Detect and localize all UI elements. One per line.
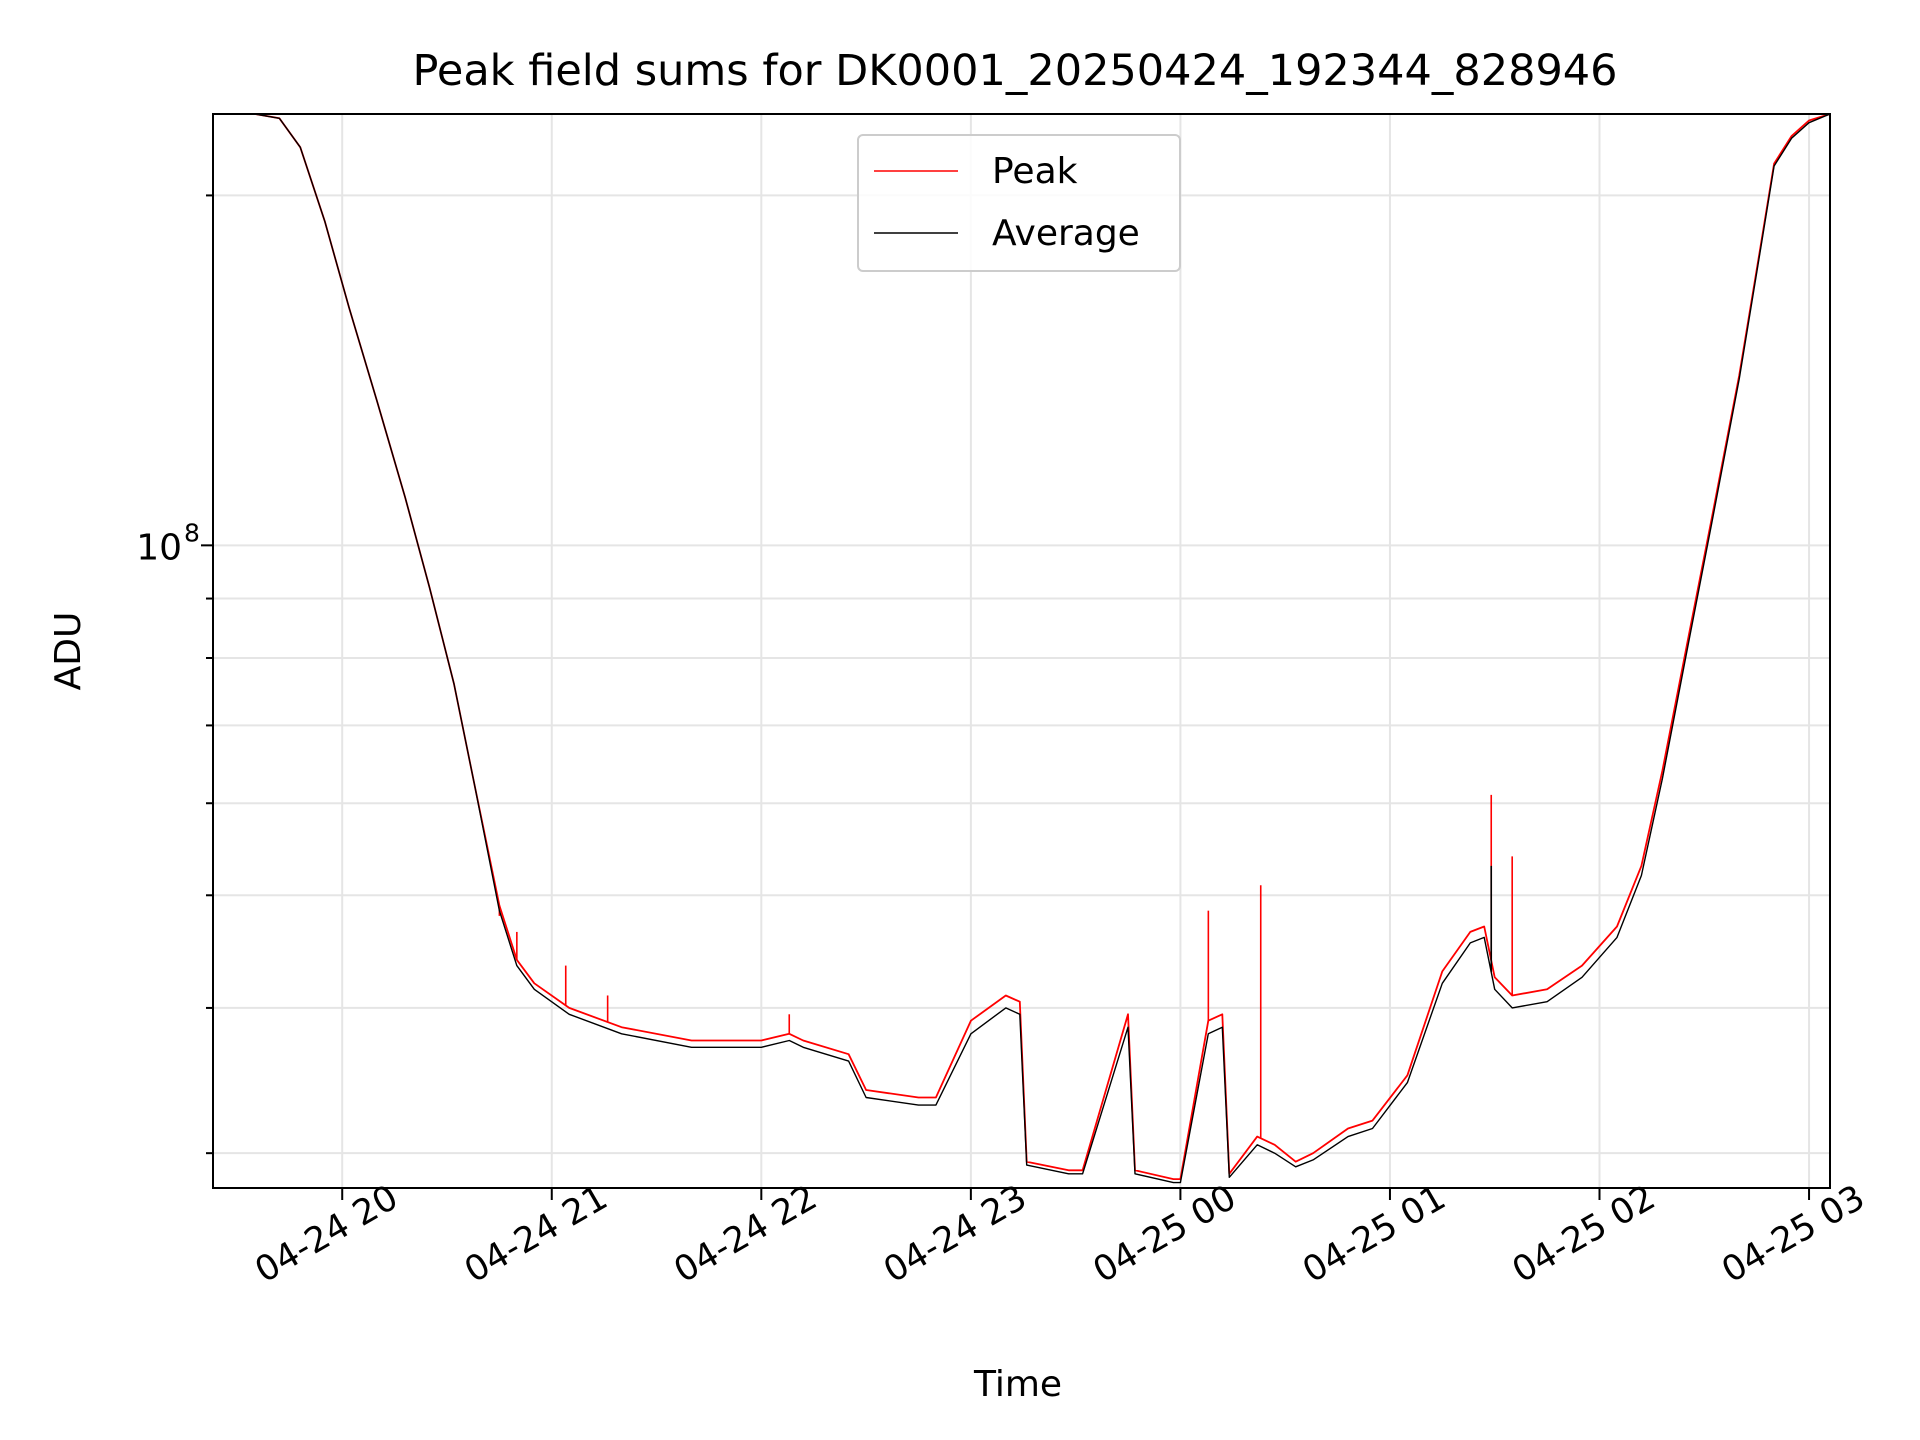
y-axis-label: ADU: [48, 612, 89, 691]
series-line-average: [213, 114, 1830, 1184]
chart-title: Peak field sums for DK0001_20250424_1923…: [412, 46, 1617, 96]
y-tick-label-exponent: 8: [184, 518, 200, 547]
grid: [213, 114, 1830, 1188]
plot-frame: [212, 113, 1831, 1189]
x-axis-label: Time: [973, 1364, 1062, 1405]
legend-label-peak: Peak: [992, 151, 1078, 192]
legend: Peak Average: [857, 134, 1181, 272]
y-tick-label-base: 10: [136, 527, 182, 568]
legend-box: [857, 134, 1181, 272]
series-layer: [213, 114, 1830, 1184]
y-axis-ticks: 10 8: [136, 194, 213, 1155]
legend-label-average: Average: [992, 213, 1140, 254]
